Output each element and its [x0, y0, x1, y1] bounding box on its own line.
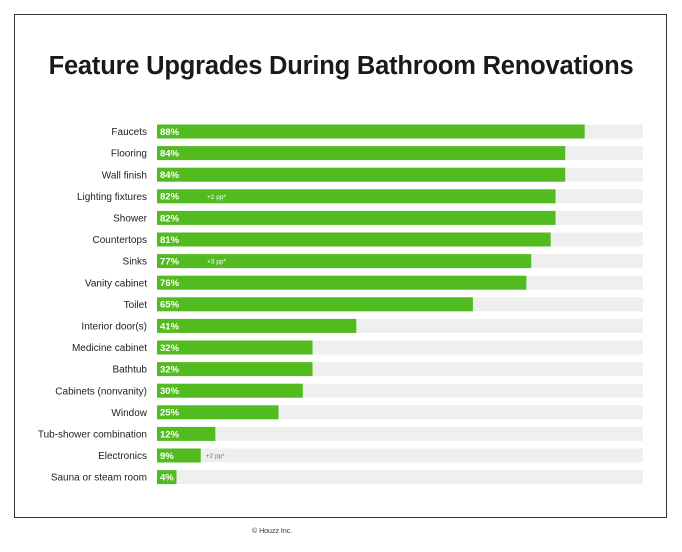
bar-track	[157, 470, 643, 485]
bar	[157, 405, 279, 420]
bar-row: Vanity cabinet 76%	[85, 275, 643, 290]
bar-row: Medicine cabinet 32%	[72, 340, 643, 355]
bar	[157, 362, 313, 377]
bar	[157, 448, 201, 463]
category-label: Shower	[113, 214, 148, 225]
value-label: 77%	[160, 257, 180, 268]
value-label: 25%	[160, 408, 180, 419]
category-label: Lighting fixtures	[77, 192, 147, 203]
bar-track	[157, 426, 643, 441]
bar-row: Interior door(s) 41%	[81, 318, 643, 333]
value-label: 65%	[160, 300, 180, 311]
category-label: Faucets	[111, 127, 147, 138]
bar	[157, 297, 473, 312]
value-label: 12%	[160, 429, 180, 440]
bar-row: Tub-shower combination 12%	[38, 426, 643, 441]
value-label: 88%	[160, 127, 180, 138]
value-label: 81%	[160, 235, 180, 246]
category-label: Cabinets (nonvanity)	[55, 386, 147, 397]
value-label: 30%	[160, 386, 180, 397]
value-label: 4%	[160, 473, 174, 484]
category-label: Interior door(s)	[81, 322, 147, 333]
category-label: Tub-shower combination	[38, 430, 147, 441]
bar-track	[157, 448, 643, 463]
value-label: 82%	[160, 213, 180, 224]
bar	[157, 340, 313, 355]
bar	[157, 254, 532, 269]
bar	[157, 318, 357, 333]
category-label: Wall finish	[102, 170, 147, 181]
category-label: Flooring	[111, 149, 147, 160]
bar	[157, 167, 566, 182]
bar-row: Wall finish 84%	[102, 167, 643, 182]
category-label: Window	[111, 408, 147, 419]
bar	[157, 210, 556, 225]
category-label: Sauna or steam room	[51, 473, 147, 484]
bar-row: Shower 82%	[113, 210, 643, 225]
bar	[157, 470, 177, 485]
bar-row: Electronics 9% +2 pp*	[98, 448, 643, 463]
bar	[157, 232, 551, 247]
value-label: 32%	[160, 343, 180, 354]
value-label: 9%	[160, 451, 174, 462]
annotation-label: +2 pp*	[206, 453, 225, 460]
bar	[157, 275, 527, 290]
bar	[157, 146, 566, 161]
value-label: 82%	[160, 192, 180, 203]
bar	[157, 383, 303, 398]
bar	[157, 124, 585, 139]
value-label: 41%	[160, 321, 180, 332]
bar-row: Faucets 88%	[111, 124, 643, 139]
category-label: Toilet	[124, 300, 148, 311]
value-label: 32%	[160, 365, 180, 376]
value-label: 76%	[160, 278, 180, 289]
bar-row: Flooring 84%	[111, 146, 643, 161]
annotation-label: +3 pp*	[207, 259, 226, 266]
category-label: Electronics	[98, 451, 147, 462]
bar-row: Toilet 65%	[124, 297, 643, 312]
bar-row: Lighting fixtures 82% +2 pp*	[77, 189, 643, 204]
bar-row: Sinks 77% +3 pp*	[123, 254, 643, 269]
bar-row: Window 25%	[111, 405, 643, 420]
bar-row: Bathtub 32%	[113, 362, 643, 377]
bar-row: Sauna or steam room 4%	[51, 470, 643, 485]
chart-title: Feature Upgrades During Bathroom Renovat…	[48, 52, 634, 80]
bar	[157, 426, 216, 441]
bar-row: Countertops 81%	[93, 232, 643, 247]
category-label: Sinks	[123, 257, 147, 268]
bar-row: Cabinets (nonvanity) 30%	[55, 383, 643, 398]
copyright-footer: © Houzz Inc.	[252, 528, 293, 535]
category-label: Countertops	[93, 235, 147, 246]
category-label: Vanity cabinet	[85, 278, 147, 289]
category-label: Medicine cabinet	[72, 343, 147, 354]
value-label: 84%	[160, 149, 180, 160]
value-label: 84%	[160, 170, 180, 181]
bar	[157, 189, 556, 204]
category-label: Bathtub	[113, 365, 148, 376]
annotation-label: +2 pp*	[207, 194, 226, 201]
